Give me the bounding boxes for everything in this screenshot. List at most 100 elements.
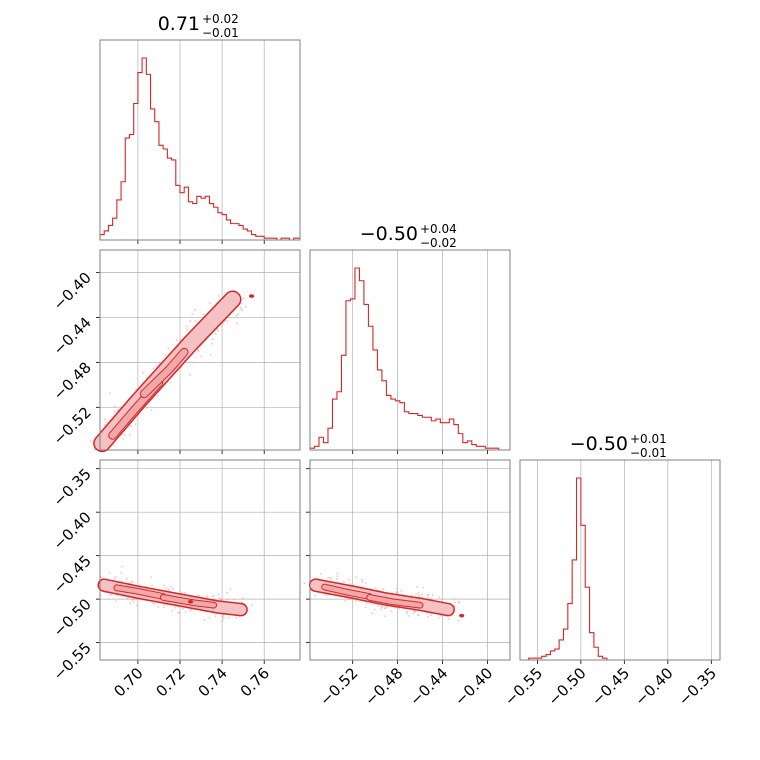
hist-bin	[413, 414, 417, 450]
scatter-point	[438, 596, 441, 599]
hist-bin	[197, 196, 201, 240]
y-tick-label-row1-2: −0.44	[50, 314, 95, 359]
joint-panel-2	[298, 460, 510, 664]
scatter-point	[347, 578, 350, 581]
hist-bin	[235, 224, 239, 240]
scatter-point	[193, 361, 196, 364]
hist-bin	[391, 399, 395, 450]
hist-bin	[205, 196, 209, 240]
scatter-point	[120, 571, 122, 574]
scatter-point	[327, 576, 329, 579]
scatter-point	[240, 308, 243, 310]
hist-bin	[341, 355, 345, 450]
hist-bin	[226, 220, 230, 240]
scatter-point	[211, 594, 214, 597]
scatter-point	[431, 594, 434, 597]
scatter-point	[171, 609, 173, 612]
scatter-point	[365, 602, 368, 605]
scatter-point	[226, 320, 229, 322]
scatter-point	[422, 586, 425, 589]
scatter-point	[336, 575, 339, 577]
hist-bin	[555, 649, 559, 660]
scatter-point	[383, 607, 386, 610]
scatter-point	[189, 610, 192, 612]
hist-bin	[231, 224, 235, 240]
scatter-point	[164, 353, 167, 356]
scatter-point	[211, 342, 214, 345]
scatter-point	[218, 597, 221, 600]
scatter-point	[214, 332, 217, 335]
scatter-point	[457, 619, 460, 622]
hist-bin	[572, 560, 576, 660]
scatter-point	[376, 604, 379, 607]
hist-bin	[184, 187, 188, 240]
scatter-point	[320, 573, 322, 575]
scatter-point	[125, 578, 128, 580]
hist-bin	[400, 403, 404, 450]
hist-bin	[104, 231, 108, 240]
hist-bin	[590, 633, 594, 660]
histogram-step-line	[99, 57, 300, 241]
x-tick-label-col1-1: −0.48	[361, 664, 406, 709]
scatter-point	[163, 584, 165, 587]
hist-bin	[188, 202, 192, 240]
y-tick-label-row2-1: −0.50	[50, 595, 95, 640]
scatter-point	[208, 616, 211, 619]
scatter-point	[134, 423, 137, 426]
scatter-point	[416, 614, 419, 616]
scatter-point	[224, 320, 226, 323]
scatter-point	[158, 362, 161, 365]
hist-bin	[359, 281, 363, 450]
scatter-point	[104, 421, 107, 423]
scatter-point	[430, 614, 432, 617]
scatter-point	[235, 616, 238, 619]
scatter-point	[197, 350, 200, 353]
scatter-point	[129, 602, 131, 605]
scatter-point	[382, 588, 385, 591]
scatter-point	[329, 578, 332, 580]
scatter-point	[112, 444, 115, 447]
scatter-point	[155, 365, 158, 368]
hist-bin	[243, 229, 247, 240]
scatter-point	[174, 606, 177, 609]
scatter-point	[415, 593, 417, 596]
x-tick-label-col0-0: 0.70	[110, 664, 146, 700]
contour-outlier	[187, 599, 194, 604]
scatter-point	[172, 588, 175, 590]
scatter-point	[364, 582, 367, 584]
scatter-point	[162, 606, 165, 609]
scatter-point	[221, 325, 223, 327]
scatter-point	[186, 325, 188, 328]
scatter-point	[217, 593, 220, 596]
scatter-point	[355, 576, 358, 579]
scatter-point	[217, 329, 220, 332]
x-tick-label-col2-0: −0.55	[501, 664, 546, 709]
scatter-point	[183, 591, 186, 594]
y-tick-label-row1-0: −0.52	[50, 403, 95, 448]
contour-outlier	[459, 613, 465, 618]
hist-bin	[117, 200, 121, 240]
joint-frame-1	[99, 459, 301, 661]
title-1-median: −0.50	[360, 223, 418, 245]
scatter-point	[126, 597, 129, 599]
scatter-point	[396, 587, 398, 590]
joint-panel-1	[96, 460, 300, 664]
histogram-panel-1	[309, 250, 510, 454]
scatter-point	[150, 409, 153, 412]
scatter-point	[336, 572, 339, 574]
hist-bin	[180, 193, 184, 240]
hist-bin	[581, 525, 585, 660]
scatter-point	[151, 602, 154, 605]
hist-bin	[134, 104, 138, 241]
scatter-point	[169, 585, 172, 588]
x-tick-label-col0-1: 0.72	[152, 664, 188, 700]
scatter-point	[194, 320, 197, 322]
x-tick-label-col1-3: −0.40	[451, 664, 496, 709]
hist-bin	[382, 381, 386, 450]
scatter-point	[153, 603, 156, 605]
histogram-frame-2	[519, 459, 721, 661]
scatter-point	[163, 604, 166, 607]
scatter-point	[364, 606, 367, 609]
scatter-point	[241, 302, 243, 305]
hist-bin	[214, 207, 218, 240]
